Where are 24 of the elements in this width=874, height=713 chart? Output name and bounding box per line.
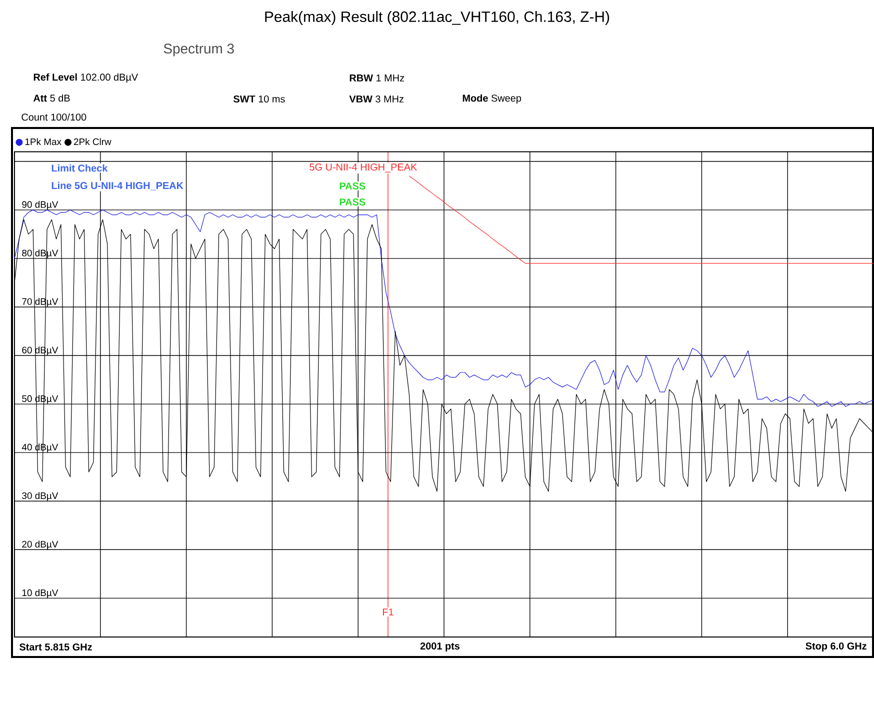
text: Stop 6.0 GHz [806, 642, 866, 652]
text: Ref Level 102.00 dBµV [34, 73, 138, 83]
y-tick-label: 90 dBµV [22, 200, 58, 210]
annotation: F1 [383, 608, 394, 616]
text: Count 100/100 [22, 113, 86, 121]
text: Mode Sweep [462, 94, 522, 104]
legend-label: 2Pk Clrw [74, 138, 112, 146]
annotation: 5G U-NII-4 HIGH_PEAK [310, 164, 418, 172]
annotation: Line 5G U-NII-4 HIGH_PEAK [52, 182, 184, 190]
chart-title: Peak(max) Result (802.11ac_VHT160, Ch.163, Z-H) [265, 11, 610, 25]
text: 2001 pts [420, 642, 460, 652]
text: Start 5.815 GHz [19, 643, 92, 651]
text: VBW 3 MHz [349, 95, 404, 103]
text: Spectrum 3 [164, 44, 234, 56]
annotation: Limit Check [52, 164, 108, 172]
y-tick-label: 20 dBµV [22, 540, 58, 550]
y-tick-label: 30 dBµV [22, 492, 58, 501]
text: RBW 1 MHz [350, 74, 404, 82]
legend-label: 1Pk Max [25, 138, 62, 146]
annotation: PASS [340, 182, 366, 190]
y-tick-label: 10 dBµV [22, 589, 58, 598]
annotation: PASS [340, 198, 366, 206]
text: SWT 10 ms [233, 95, 285, 103]
text: Att 5 dB [33, 94, 70, 102]
